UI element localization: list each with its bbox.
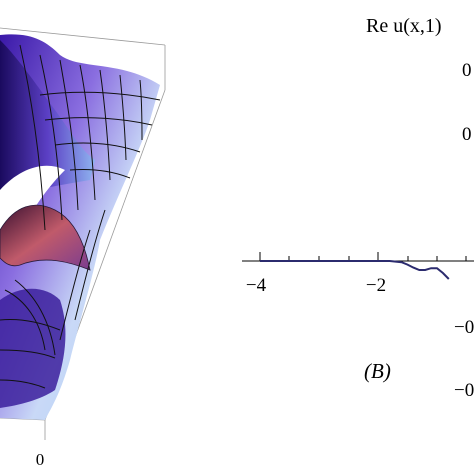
surface-mesh [0, 44, 161, 389]
y-tick-fragment: 0 [462, 124, 472, 145]
data-series-line [260, 260, 450, 280]
surface-lower [0, 288, 66, 408]
y-tick-fragment: −0 [454, 317, 474, 338]
y-tick-fragment: −0 [454, 380, 474, 401]
curve-plot: Re u(x,1) −4 −2 0 0 −0 −0 (B) [242, 15, 474, 401]
surface-axis-tick: 0 [36, 450, 45, 469]
y-axis-label: Re u(x,1) [366, 15, 442, 37]
x-tick-label: −2 [366, 275, 386, 296]
panel-label: (B) [364, 359, 391, 383]
x-axis-ticks [259, 252, 467, 261]
x-tick-label: −4 [246, 275, 267, 296]
y-tick-fragment: 0 [462, 60, 472, 81]
surface-lobe [0, 204, 91, 271]
surface-plot: 0 [0, 27, 166, 469]
